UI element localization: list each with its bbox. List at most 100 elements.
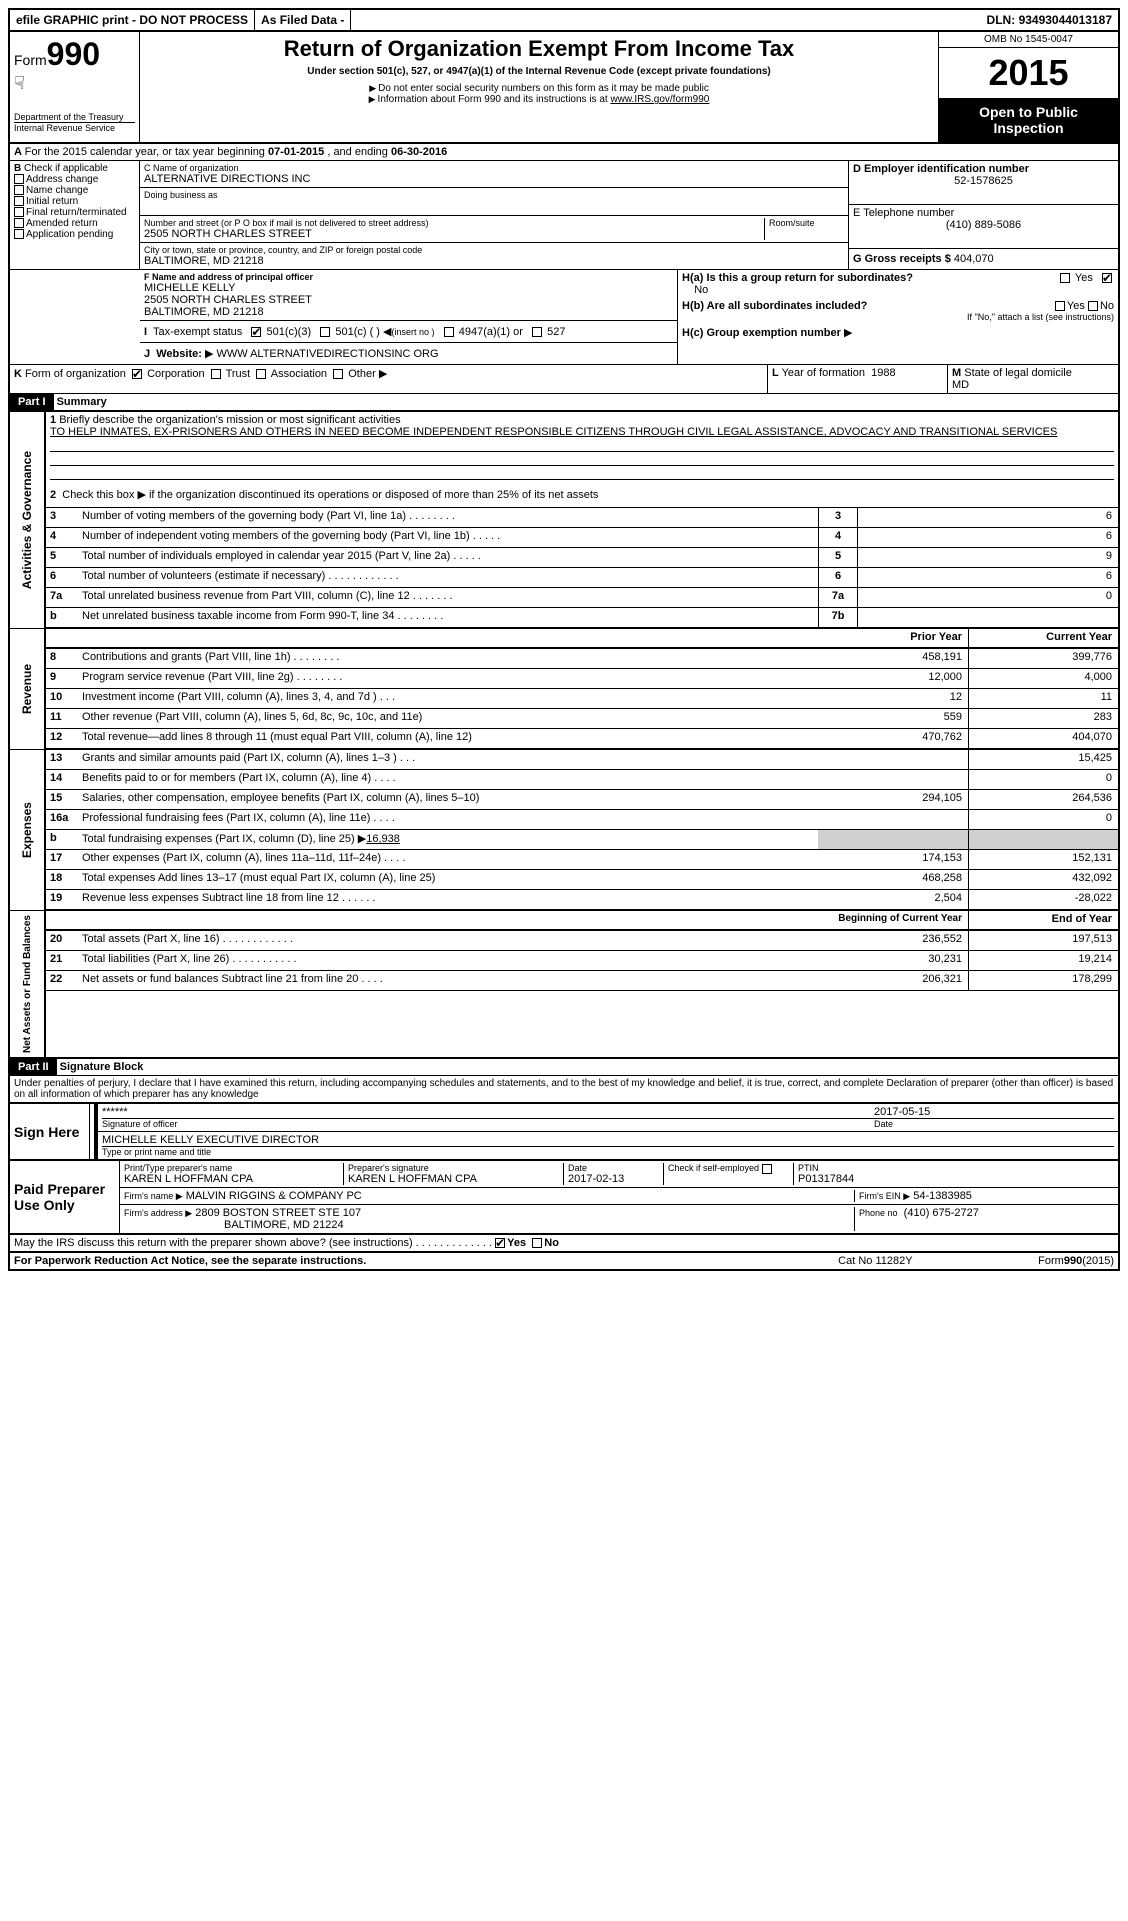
checkbox-amended[interactable] <box>14 218 24 228</box>
discuss-row: May the IRS discuss this return with the… <box>10 1233 1118 1252</box>
preparer-signature: KAREN L HOFFMAN CPA <box>348 1173 563 1185</box>
summary-row: bNet unrelated business taxable income f… <box>46 608 1118 628</box>
line-klm: K Form of organization Corporation Trust… <box>10 365 1118 394</box>
summary-row: 20Total assets (Part X, line 16) . . . .… <box>46 931 1118 951</box>
form-title: Return of Organization Exempt From Incom… <box>144 36 934 62</box>
tax-year: 2015 <box>939 48 1118 98</box>
firm-ein: 54-1383985 <box>913 1190 972 1202</box>
checkbox-assoc[interactable] <box>256 369 266 379</box>
tax-year-begin: 07-01-2015 <box>268 146 324 158</box>
officer-signature: ****** <box>102 1106 874 1118</box>
officer-street: 2505 NORTH CHARLES STREET <box>144 294 673 306</box>
summary-row: 15Salaries, other compensation, employee… <box>46 790 1118 810</box>
irs-link[interactable]: www.IRS.gov/form990 <box>610 94 709 105</box>
checkbox-501c[interactable] <box>320 327 330 337</box>
line-i: I Tax-exempt status 501(c)(3) 501(c) ( )… <box>140 320 677 342</box>
summary-row: 10Investment income (Part VIII, column (… <box>46 689 1118 709</box>
officer-name: MICHELLE KELLY <box>144 282 673 294</box>
summary-row: 12Total revenue—add lines 8 through 11 (… <box>46 729 1118 749</box>
checkbox-ha-yes[interactable] <box>1060 273 1070 283</box>
checkbox-self-employed[interactable] <box>762 1164 772 1174</box>
website-value: WWW ALTERNATIVEDIRECTIONSINC ORG <box>216 348 438 360</box>
summary-row: 17Other expenses (Part IX, column (A), l… <box>46 850 1118 870</box>
checkbox-4947[interactable] <box>444 327 454 337</box>
dept-label: Department of the Treasury <box>14 112 135 122</box>
summary-row: 14Benefits paid to or for members (Part … <box>46 770 1118 790</box>
checkbox-hb-yes[interactable] <box>1055 301 1065 311</box>
preparer-date: 2017-02-13 <box>568 1173 663 1185</box>
top-bar: efile GRAPHIC print - DO NOT PROCESS As … <box>10 10 1118 32</box>
box-b: B Check if applicable Address change Nam… <box>10 161 140 269</box>
checkbox-ha-no[interactable] <box>1102 273 1112 283</box>
summary-row: 16aProfessional fundraising fees (Part I… <box>46 810 1118 830</box>
ein-value: 52-1578625 <box>853 175 1114 187</box>
checkbox-527[interactable] <box>532 327 542 337</box>
summary-revenue: Revenue Prior Year Current Year 8Contrib… <box>10 628 1118 749</box>
checkbox-501c3[interactable] <box>251 327 261 337</box>
form-container: efile GRAPHIC print - DO NOT PROCESS As … <box>8 8 1120 1271</box>
form-label: Form <box>14 52 47 68</box>
tax-year-end: 06-30-2016 <box>391 146 447 158</box>
box-f: F Name and address of principal officer … <box>140 270 677 320</box>
officer-printed-name: MICHELLE KELLY EXECUTIVE DIRECTOR <box>102 1134 1114 1147</box>
summary-expenses: Expenses 13Grants and similar amounts pa… <box>10 749 1118 910</box>
ptin-value: P01317844 <box>798 1173 1114 1185</box>
paid-preparer-block: Paid Preparer Use Only Print/Type prepar… <box>10 1159 1118 1233</box>
summary-row: bTotal fundraising expenses (Part IX, co… <box>46 830 1118 850</box>
line-j: J Website: ▶ WWW ALTERNATIVEDIRECTIONSIN… <box>140 342 677 364</box>
checkbox-address-change[interactable] <box>14 174 24 184</box>
box-h: H(a) Is this a group return for subordin… <box>678 270 1118 364</box>
summary-row: 18Total expenses Add lines 13–17 (must e… <box>46 870 1118 890</box>
checkbox-discuss-no[interactable] <box>532 1238 542 1248</box>
box-c: C Name of organization ALTERNATIVE DIREC… <box>140 161 848 269</box>
summary-row: 3Number of voting members of the governi… <box>46 508 1118 528</box>
org-street: 2505 NORTH CHARLES STREET <box>144 228 764 240</box>
summary-row: 11Other revenue (Part VIII, column (A), … <box>46 709 1118 729</box>
checkbox-application-pending[interactable] <box>14 229 24 239</box>
section-bcde: B Check if applicable Address change Nam… <box>10 161 1118 270</box>
summary-row: 22Net assets or fund balances Subtract l… <box>46 971 1118 991</box>
line-a: A For the 2015 calendar year, or tax yea… <box>10 144 1118 161</box>
section-fh: F Name and address of principal officer … <box>10 270 1118 365</box>
checkbox-trust[interactable] <box>211 369 221 379</box>
inspection-notice: Open to Public Inspection <box>939 98 1118 142</box>
form-note2: Information about Form 990 and its instr… <box>144 94 934 105</box>
form-note1: Do not enter social security numbers on … <box>144 83 934 94</box>
firm-address: 2809 BOSTON STREET STE 107 <box>195 1207 361 1219</box>
year-formation: 1988 <box>871 367 895 379</box>
sign-here-block: Sign Here ****** Signature of officer 20… <box>10 1102 1118 1159</box>
omb-number: OMB No 1545-0047 <box>939 32 1118 48</box>
checkbox-other[interactable] <box>333 369 343 379</box>
firm-phone: (410) 675-2727 <box>904 1207 979 1219</box>
org-city: BALTIMORE, MD 21218 <box>144 255 844 267</box>
summary-row: 5Total number of individuals employed in… <box>46 548 1118 568</box>
summary-row: 21Total liabilities (Part X, line 26) . … <box>46 951 1118 971</box>
form-subtitle: Under section 501(c), 527, or 4947(a)(1)… <box>144 66 934 77</box>
summary-row: 9Program service revenue (Part VIII, lin… <box>46 669 1118 689</box>
footer: For Paperwork Reduction Act Notice, see … <box>10 1252 1118 1269</box>
checkbox-hb-no[interactable] <box>1088 301 1098 311</box>
summary-row: 6Total number of volunteers (estimate if… <box>46 568 1118 588</box>
perjury-text: Under penalties of perjury, I declare th… <box>10 1076 1118 1102</box>
summary-row: 8Contributions and grants (Part VIII, li… <box>46 649 1118 669</box>
checkbox-initial-return[interactable] <box>14 196 24 206</box>
summary-row: 19Revenue less expenses Subtract line 18… <box>46 890 1118 910</box>
summary-row: 4Number of independent voting members of… <box>46 528 1118 548</box>
form-number: 990 <box>47 36 100 72</box>
checkbox-name-change[interactable] <box>14 185 24 195</box>
checkbox-final-return[interactable] <box>14 207 24 217</box>
org-name: ALTERNATIVE DIRECTIONS INC <box>144 173 844 185</box>
irs-label: Internal Revenue Service <box>14 122 135 133</box>
state-domicile: MD <box>952 379 969 391</box>
summary-row: 13Grants and similar amounts paid (Part … <box>46 750 1118 770</box>
summary-row: 7aTotal unrelated business revenue from … <box>46 588 1118 608</box>
checkbox-corp[interactable] <box>132 369 142 379</box>
asfiled-label: As Filed Data - <box>255 10 351 30</box>
header-mid: Return of Organization Exempt From Incom… <box>140 32 938 142</box>
checkbox-discuss-yes[interactable] <box>495 1238 505 1248</box>
part-ii-header: Part II Signature Block <box>10 1059 1118 1076</box>
gross-receipts: 404,070 <box>954 253 994 265</box>
summary-netassets: Net Assets or Fund Balances Beginning of… <box>10 910 1118 1059</box>
efile-notice: efile GRAPHIC print - DO NOT PROCESS <box>10 10 255 30</box>
sign-date: 2017-05-15 <box>874 1106 1114 1118</box>
